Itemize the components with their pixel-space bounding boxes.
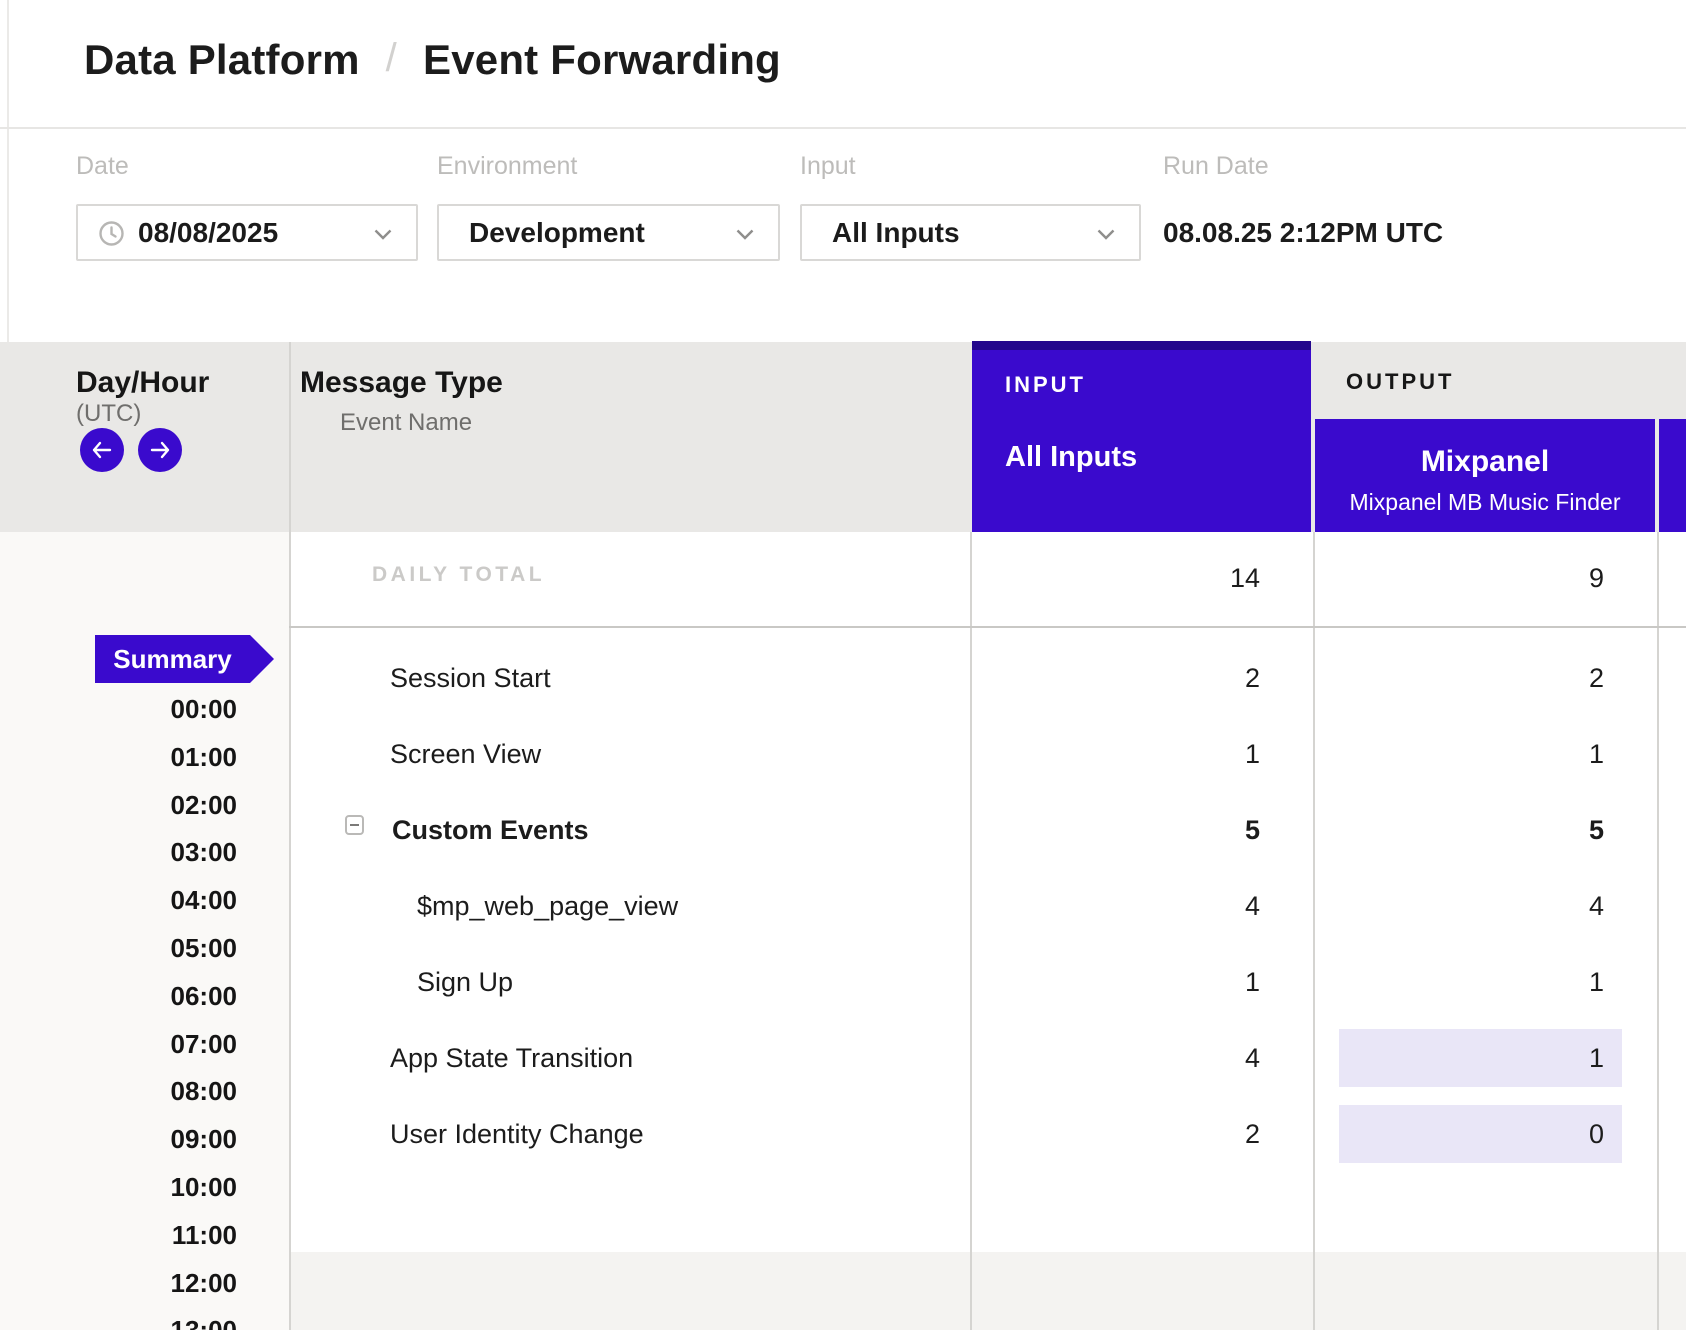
output-cell-value: 2 [1300,658,1604,698]
hour-row-selector[interactable]: 05:00 [0,928,237,968]
row-label: User Identity Change [390,1114,644,1154]
row-label: Screen View [390,734,541,774]
hour-row-selector[interactable]: 07:00 [0,1024,237,1064]
daily-total-input-value: 14 [900,558,1260,598]
output-cell-value: 1 [1300,734,1604,774]
day-hour-title: Day/Hour [76,366,209,400]
output-group-label: OUTPUT [1346,369,1454,395]
input-group-label: INPUT [1005,372,1086,398]
date-dropdown[interactable]: 08/08/2025 [76,204,418,261]
environment-filter-label: Environment [437,152,577,182]
output-cell-value: 5 [1300,810,1604,850]
input-column-header[interactable]: INPUT All Inputs [972,341,1311,532]
output-column-header[interactable]: Mixpanel Mixpanel MB Music Finder [1315,419,1655,532]
output-cell-value: 4 [1300,886,1604,926]
previous-day-button[interactable] [80,428,124,472]
event-name-subtitle: Event Name [340,409,472,437]
next-day-button[interactable] [138,428,182,472]
selected-column-indicator [972,341,1311,350]
input-cell-value: 1 [900,962,1260,1002]
collapse-icon[interactable] [345,815,364,835]
breadcrumb-separator: / [386,36,397,81]
output-cell-value: 1 [1300,1038,1604,1078]
event-forwarding-page: Data Platform / Event Forwarding Date En… [0,0,1686,1330]
message-type-title: Message Type [300,366,503,400]
breadcrumb: Data Platform / Event Forwarding [84,36,781,84]
daily-total-divider [289,626,1686,628]
summary-row-selector[interactable]: Summary [95,635,250,683]
hour-row-selector[interactable]: 04:00 [0,880,237,920]
input-cell-value: 4 [900,1038,1260,1078]
row-label: Session Start [390,658,551,698]
output-column-subtitle: Mixpanel MB Music Finder [1315,489,1655,516]
input-filter-label: Input [800,152,856,182]
hour-row-selector[interactable]: 09:00 [0,1119,237,1159]
input-cell-value: 5 [900,810,1260,850]
arrow-left-icon [91,441,113,459]
input-column-title: All Inputs [1005,441,1137,474]
environment-dropdown[interactable]: Development [437,204,780,261]
hour-row-selector[interactable]: 08:00 [0,1071,237,1111]
hour-row-selector[interactable]: 01:00 [0,737,237,777]
daily-total-label: DAILY TOTAL [372,563,545,587]
row-label: Sign Up [417,962,513,1002]
date-filter-label: Date [76,152,129,182]
input-cell-value: 1 [900,734,1260,774]
hour-row-selector[interactable]: 00:00 [0,689,237,729]
chevron-down-icon [1097,229,1115,240]
row-label: Custom Events [392,810,589,850]
chevron-down-icon [374,229,392,240]
hour-row-selector[interactable]: 11:00 [0,1215,237,1255]
hour-row-selector[interactable]: 13:00 [0,1310,237,1330]
output-column-title: Mixpanel [1315,445,1655,479]
page-title: Event Forwarding [423,36,781,84]
chevron-down-icon [736,229,754,240]
hour-row-selector[interactable]: 02:00 [0,785,237,825]
run-date-label: Run Date [1163,152,1269,182]
column-divider [1657,532,1659,1330]
output-cell-value: 0 [1300,1114,1604,1154]
next-output-column-header[interactable] [1659,419,1686,532]
arrow-right-icon [149,441,171,459]
hour-row-selector[interactable]: 03:00 [0,832,237,872]
daily-total-output-value: 9 [1300,558,1604,598]
column-divider [1313,532,1315,1330]
input-cell-value: 4 [900,886,1260,926]
column-divider [970,532,972,1330]
row-label: App State Transition [390,1038,633,1078]
hour-row-selector[interactable]: 10:00 [0,1167,237,1207]
input-cell-value: 2 [900,1114,1260,1154]
column-divider [289,342,291,1330]
input-dropdown-value: All Inputs [832,206,1139,259]
input-dropdown[interactable]: All Inputs [800,204,1141,261]
breadcrumb-section[interactable]: Data Platform [84,36,360,84]
grid-footer-band [289,1252,1686,1330]
hour-row-selector[interactable]: 06:00 [0,976,237,1016]
topbar-divider [0,127,1686,129]
output-cell-value: 1 [1300,962,1604,1002]
row-label: $mp_web_page_view [417,886,678,926]
environment-dropdown-value: Development [469,206,778,259]
input-cell-value: 2 [900,658,1260,698]
run-date-value: 08.08.25 2:12PM UTC [1163,204,1443,261]
hour-row-selector[interactable]: 12:00 [0,1263,237,1303]
day-hour-subtitle: (UTC) [76,400,141,428]
clock-icon [98,220,125,247]
